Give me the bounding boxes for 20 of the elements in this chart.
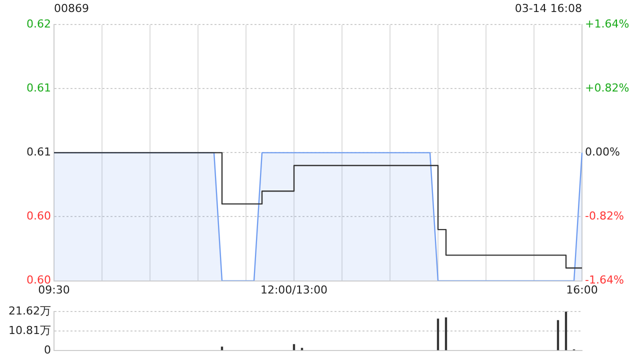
y2-tick-label: +0.82% — [585, 82, 630, 95]
y-tick-label: 0.61 — [26, 82, 51, 95]
bar — [292, 344, 296, 350]
y2-tick-label: +1.64% — [585, 17, 630, 30]
y-tick-label: 0.62 — [26, 17, 51, 30]
text: 03-14 16:08 — [514, 2, 582, 15]
bar — [220, 346, 224, 350]
bar — [556, 320, 560, 350]
y-tick-label: 0.61 — [26, 146, 51, 159]
bar — [564, 312, 568, 350]
bar — [444, 317, 448, 350]
y-tick-label: 21.62万 — [8, 304, 51, 318]
y2-tick-label: 0.00% — [585, 146, 620, 159]
y2-tick-label: -0.82% — [585, 210, 624, 223]
x-tick-label: 12:00/13:00 — [260, 283, 328, 296]
y-tick-label: 0 — [44, 343, 51, 356]
bar — [436, 318, 440, 350]
y-tick-label: 0.60 — [26, 210, 51, 223]
y-tick-label: 10.81万 — [8, 324, 51, 337]
chart-title: 00869 — [54, 2, 89, 15]
